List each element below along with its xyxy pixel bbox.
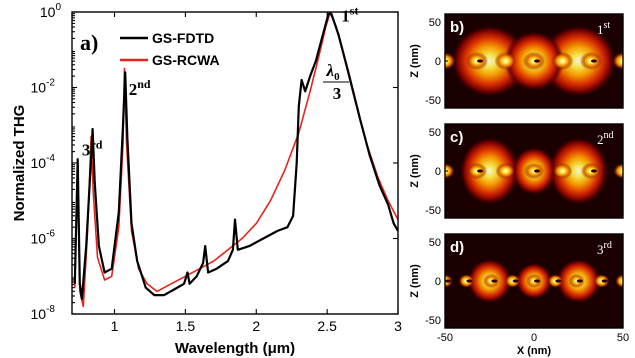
field-lobe [451, 25, 528, 97]
field-lobe [540, 25, 617, 97]
y-axis-label: Z (nm) [409, 154, 421, 188]
gap-marker [590, 59, 597, 63]
y-tick-label: 100 [40, 2, 62, 20]
gap-marker [534, 279, 540, 283]
legend-label: GS-FDTD [152, 30, 214, 46]
gap-marker [477, 59, 484, 63]
gap-marker [534, 169, 540, 173]
annotation-denominator: 3 [333, 84, 342, 103]
y-axis-label: Z (nm) [409, 44, 421, 78]
gap-marker [590, 169, 597, 173]
y-tick-label: 10-4 [31, 153, 56, 171]
y-axis-label: Z (nm) [409, 264, 421, 298]
thg-spectrum-chart: 1 1.5 2 2.5 3 10-8 10-6 10-4 10-2 100 a) Waveleng… [11, 2, 402, 357]
series-gs-fdtd-line [73, 12, 399, 300]
y-tick-label: 10-2 [31, 78, 56, 96]
gap-marker [534, 59, 540, 63]
chart-a-legend: GS-FDTD GS-RCWA [120, 30, 220, 68]
field-lobe [459, 137, 520, 205]
x-tick-label: -50 [437, 332, 453, 344]
panel-label-a: a) [80, 30, 98, 55]
field-lobe [548, 137, 609, 205]
y-tick-label: 50 [429, 237, 441, 249]
chart-a-frame [71, 11, 399, 315]
field-hotspot [494, 52, 517, 70]
gap-marker [623, 279, 629, 282]
chart-a-ylabel: Normalized THG [11, 105, 28, 222]
gap-marker [555, 279, 562, 283]
y-tick-label: 50 [429, 17, 441, 29]
y-tick-label: 10-8 [31, 304, 56, 322]
field-hotspot [615, 274, 623, 288]
y-tick-label: 0 [435, 56, 441, 68]
x-tick-label: 50 [617, 332, 629, 344]
field-hotspot [445, 52, 456, 70]
x-tick-label: 1 [111, 318, 119, 334]
y-tick-label: 0 [435, 166, 441, 178]
gap-marker [491, 279, 498, 283]
x-tick-label: 1.5 [176, 318, 196, 334]
gap-marker [477, 169, 484, 173]
chart-a-series [73, 12, 399, 308]
legend-label: GS-RCWA [152, 52, 220, 68]
x-tick-label: 3 [394, 318, 402, 334]
field-hotspot [613, 163, 623, 179]
chart-a-xlabel: Wavelength (μm) [175, 340, 295, 357]
x-tick-label: 2 [252, 318, 260, 334]
panel-label: b) [450, 19, 464, 36]
gap-marker [466, 279, 473, 283]
panel-label: c) [450, 129, 463, 146]
gap-marker [512, 279, 519, 283]
gap-marker [601, 279, 608, 283]
x-axis-label: X (nm) [517, 345, 552, 357]
gap-marker [576, 279, 583, 283]
field-hotspot [612, 52, 623, 70]
y-tick-label: 50 [429, 127, 441, 139]
y-tick-label: 10-6 [31, 229, 56, 247]
x-tick-label: 0 [531, 332, 537, 344]
field-hotspot [495, 163, 516, 179]
y-tick-label: 0 [435, 276, 441, 288]
x-tick-label: 2.5 [317, 318, 337, 334]
y-tick-label: -50 [425, 95, 441, 107]
chart-a-plot-area [72, 12, 398, 314]
panel-label: d) [450, 239, 464, 256]
field-hotspot [551, 52, 574, 70]
y-tick-label: -50 [425, 315, 441, 327]
field-hotspot [445, 163, 455, 179]
y-tick-label: -50 [425, 205, 441, 217]
field-hotspot [552, 163, 573, 179]
